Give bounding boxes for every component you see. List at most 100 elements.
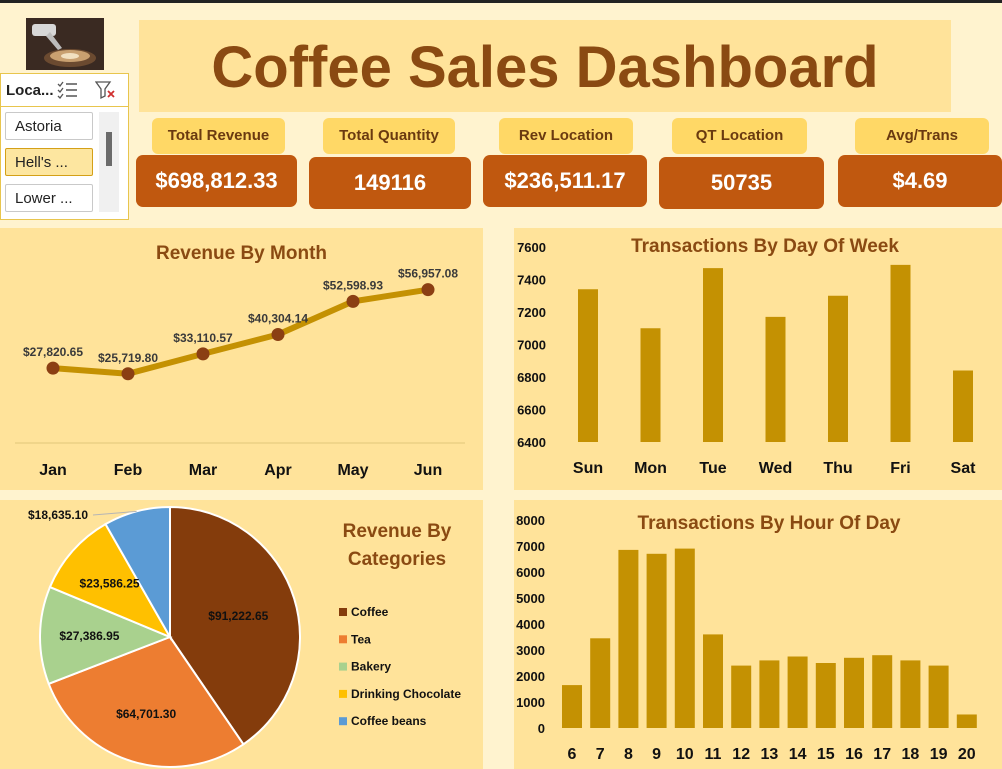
top-border — [0, 0, 1002, 3]
slicer-item-lower-manhattan[interactable]: Lower ... — [5, 184, 93, 212]
transactions-by-hour-chart: 0 1000 2000 3000 4000 5000 6000 7000 8000 6 7 8 9 10 1… — [516, 513, 977, 763]
x-tick-hour-10: 10 — [676, 746, 694, 763]
x-tick-hour-8: 8 — [624, 746, 633, 763]
slicer-title: Loca... — [6, 82, 54, 99]
kpi-label-avg-trans: Avg/Trans — [855, 118, 989, 154]
month-point-mar — [196, 347, 210, 361]
kpi-label-total-revenue: Total Revenue — [152, 118, 285, 154]
x-tick-hour-13: 13 — [761, 746, 779, 763]
x-tick-mon: Mon — [634, 460, 667, 477]
legend-label-drinking-chocolate: Drinking Chocolate — [351, 687, 461, 701]
bar-hour-8 — [618, 549, 639, 728]
bar-hour-7 — [590, 638, 611, 728]
data-label-mar: $33,110.57 — [173, 331, 233, 345]
bar-fri — [890, 264, 911, 442]
bar-hour-10 — [674, 548, 695, 728]
bar-hour-12 — [731, 665, 752, 728]
pie-slice-coffee — [169, 505, 301, 746]
multi-select-icon[interactable] — [57, 80, 79, 100]
month-point-feb — [121, 367, 135, 381]
legend-swatch-bakery — [339, 662, 347, 671]
x-tick-hour-7: 7 — [596, 746, 605, 763]
chart-title-revenue-by-categories: Revenue By Categories — [342, 521, 452, 570]
slicer-item-hells-kitchen[interactable]: Hell's ... — [5, 148, 93, 176]
kpi-label-total-quantity: Total Quantity — [323, 118, 455, 154]
x-tick-sat: Sat — [951, 460, 977, 477]
bar-hour-14 — [787, 656, 808, 728]
revenue-by-month-panel: Revenue By Month $27,820.65 Jan $25,719.80… — [0, 228, 483, 490]
chart-title-transactions-by-day: Transactions By Day Of Week — [631, 236, 899, 257]
x-tick-sun: Sun — [573, 460, 603, 477]
x-tick-hour-9: 9 — [652, 746, 661, 763]
month-point-jun — [421, 283, 435, 297]
legend-swatch-drinking-chocolate — [339, 689, 347, 698]
y-tick-6800: 6800 — [517, 370, 546, 385]
bar-hour-11 — [703, 634, 723, 728]
data-label-apr: $40,304.14 — [248, 311, 308, 325]
x-tick-hour-19: 19 — [930, 746, 948, 763]
month-point-apr — [271, 327, 285, 341]
bar-sun — [578, 289, 598, 442]
data-label-jan: $27,820.65 — [23, 345, 83, 359]
coffee-logo-image — [26, 18, 104, 70]
pie-label-tea: $64,701.30 — [116, 707, 176, 721]
kpi-value-total-revenue: $698,812.33 — [136, 155, 297, 207]
page-title: Coffee Sales Dashboard — [211, 35, 879, 100]
slicer-scrollbar[interactable] — [99, 112, 119, 212]
bar-thu — [828, 295, 848, 442]
pie-slice-drinking-chocolate — [48, 522, 173, 640]
legend-swatch-coffee-beans — [339, 717, 347, 726]
slicer-header: Loca... — [1, 74, 128, 107]
y-tick-8000: 8000 — [516, 513, 545, 528]
bar-hour-19 — [928, 665, 949, 728]
x-tick-hour-14: 14 — [789, 746, 807, 763]
x-tick-hour-18: 18 — [902, 746, 920, 763]
y-tick-7200: 7200 — [517, 305, 546, 320]
x-tick-may: May — [337, 462, 368, 479]
kpi-value-qt-location: 50735 — [659, 157, 824, 209]
legend-label-coffee: Coffee — [351, 605, 389, 619]
x-tick-hour-16: 16 — [845, 746, 863, 763]
location-slicer: Loca... Astoria Hell's ... Lower ... — [0, 73, 129, 220]
x-tick-wed: Wed — [759, 460, 792, 477]
kpi-label-qt-location: QT Location — [672, 118, 807, 154]
legend-label-tea: Tea — [351, 632, 371, 646]
revenue-by-categories-chart: $91,222.65 $64,701.30 $27,386.95 $23,586.25… — [28, 505, 461, 768]
pie-label-bakery: $27,386.95 — [59, 629, 119, 643]
pie-label-coffee: $91,222.65 — [208, 609, 268, 623]
y-tick-1000: 1000 — [516, 695, 545, 710]
x-tick-hour-12: 12 — [732, 746, 750, 763]
y-tick-6400: 6400 — [517, 435, 546, 450]
y-tick-3000: 3000 — [516, 643, 545, 658]
data-label-may: $52,598.93 — [323, 278, 383, 292]
x-tick-hour-6: 6 — [568, 746, 577, 763]
bar-hour-17 — [872, 655, 893, 728]
bar-hour-6 — [562, 685, 582, 728]
revenue-by-categories-panel: Revenue By Categories $91,222.65 $64,701.… — [0, 500, 483, 769]
chart-title-revenue-by-month: Revenue By Month — [155, 243, 328, 264]
transactions-by-day-chart: 6400 6600 6800 7000 7200 7400 7600 Sun Mon Tue Wed… — [517, 240, 977, 477]
clear-filter-icon[interactable] — [94, 80, 117, 100]
x-tick-apr: Apr — [264, 462, 292, 479]
x-tick-jun: Jun — [414, 462, 442, 479]
x-tick-jan: Jan — [39, 462, 67, 479]
data-label-jun: $56,957.08 — [398, 267, 458, 281]
y-tick-7000: 7000 — [516, 539, 545, 554]
title-banner: Coffee Sales Dashboard — [139, 20, 951, 112]
slicer-item-astoria[interactable]: Astoria — [5, 112, 93, 140]
bar-hour-13 — [759, 660, 780, 728]
month-point-may — [346, 294, 360, 308]
bar-hour-9 — [646, 553, 667, 728]
kpi-value-avg-trans: $4.69 — [838, 155, 1002, 207]
y-tick-6000: 6000 — [516, 565, 545, 580]
bar-hour-16 — [844, 657, 864, 728]
month-point-jan — [46, 361, 60, 375]
pie-label-coffee-beans: $18,635.10 — [28, 508, 88, 522]
bar-hour-20 — [956, 714, 977, 728]
slicer-scroll-thumb[interactable] — [106, 132, 112, 166]
x-tick-feb: Feb — [114, 462, 143, 479]
y-tick-7400: 7400 — [517, 273, 546, 288]
revenue-by-month-chart: $27,820.65 Jan $25,719.80 Feb $33,110.57 Mar $… — [15, 267, 465, 479]
x-tick-fri: Fri — [890, 460, 910, 477]
x-tick-hour-17: 17 — [873, 746, 891, 763]
